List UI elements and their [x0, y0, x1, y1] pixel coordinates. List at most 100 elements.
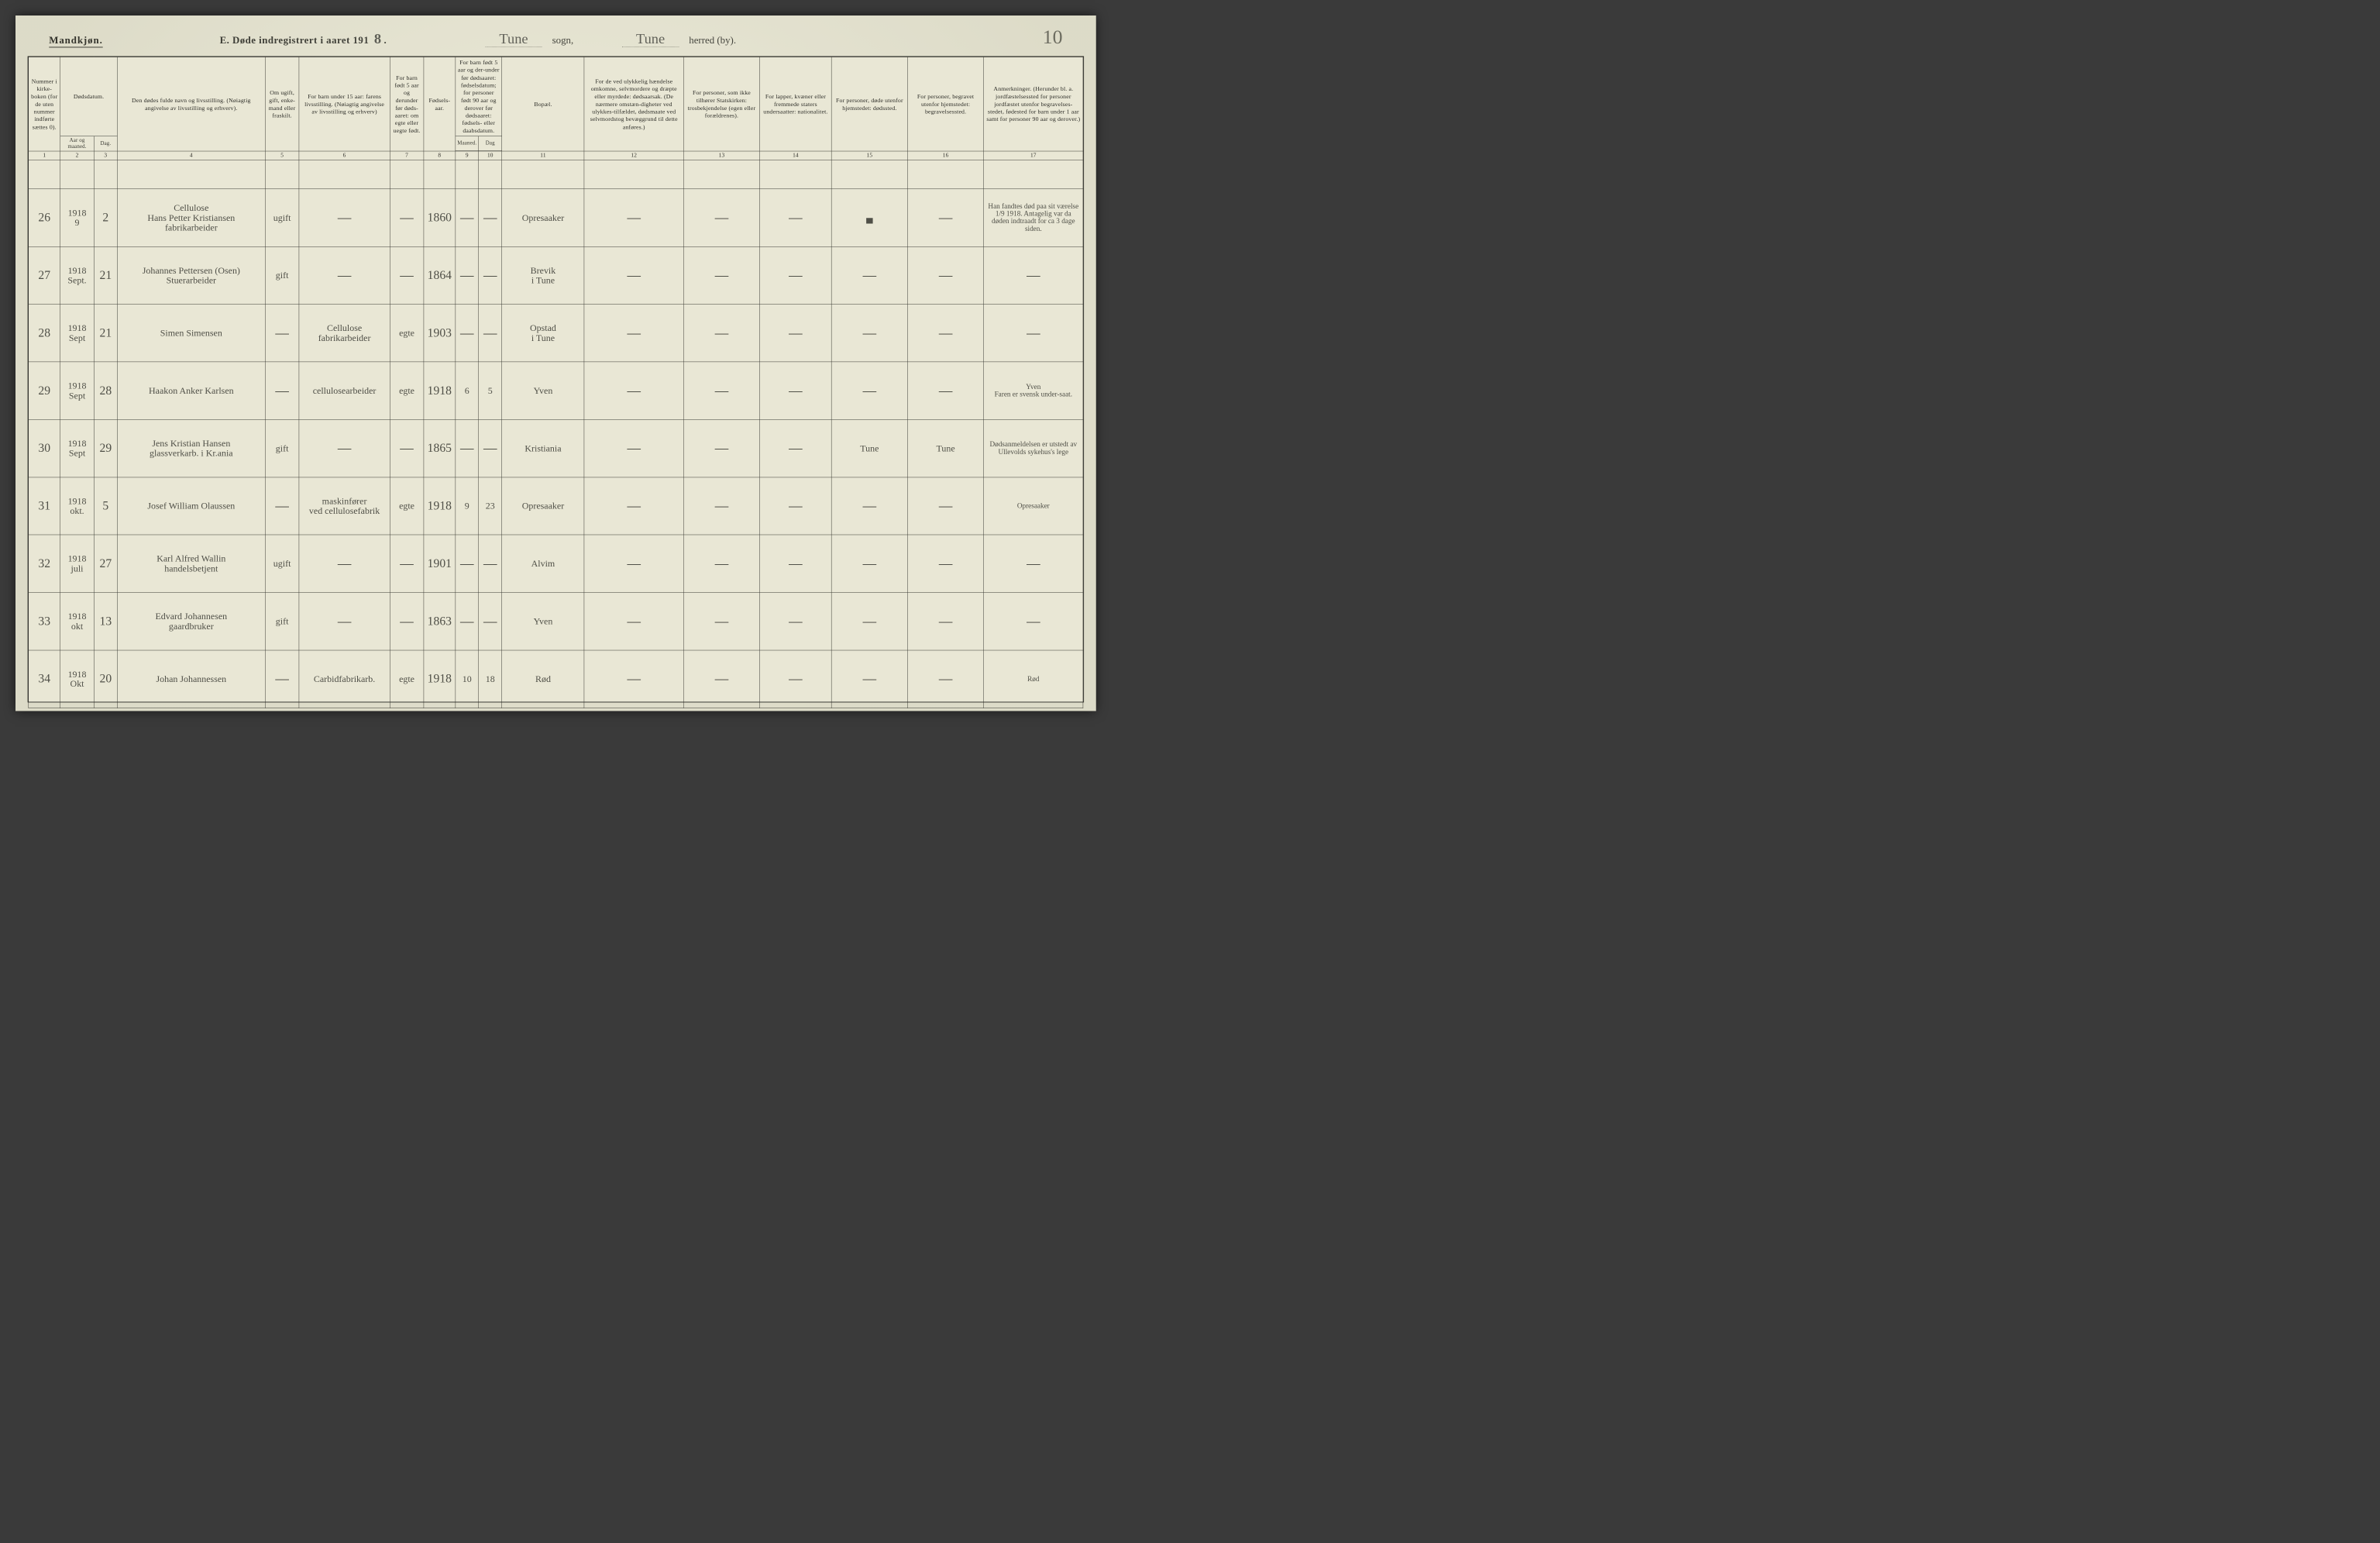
cell-c14: —: [760, 593, 832, 650]
cell-value: —: [1027, 268, 1040, 283]
cell-c9: —: [456, 593, 479, 650]
colnum-16: 16: [907, 151, 983, 160]
colnum-2: 2: [60, 151, 95, 160]
cell-year: 1860: [424, 189, 456, 246]
cell-value: egte: [399, 385, 414, 395]
cell-c13: —: [683, 650, 759, 708]
cell-value: —: [789, 268, 802, 283]
table-header: Nummer i kirke-boken (for de uten nummer…: [29, 57, 1083, 160]
cell-year: 1918: [424, 650, 456, 708]
colnum-14: 14: [760, 151, 832, 160]
gender-heading: Mandkjøn.: [49, 35, 102, 48]
cell-value: —: [715, 268, 728, 283]
cell-note: Rød: [984, 650, 1083, 708]
cell-note: —: [984, 246, 1083, 304]
cell-value: —: [483, 556, 497, 571]
cell-res: Opresaaker: [502, 477, 584, 535]
cell-value: 9: [465, 501, 469, 511]
cell-value: 1901: [428, 557, 452, 570]
cell-ym: 1918 Sept.: [60, 246, 95, 304]
table-row: 331918 okt13Edvard Johannesen gaardbruke…: [29, 593, 1083, 650]
cell-value: —: [628, 441, 641, 456]
cell-value: 31: [38, 499, 50, 512]
cell-note: Dødsanmeldelsen er utstedt av Ullevolds …: [984, 419, 1083, 477]
cell-value: Johan Johannessen: [156, 673, 226, 684]
cell-value: 1918 okt.: [68, 496, 87, 516]
cell-ym: 1918 Okt: [60, 650, 95, 708]
cell-value: Yven Faren er svensk under-saat.: [995, 383, 1072, 398]
cell-name: Josef William Olaussen: [117, 477, 265, 535]
cell-value: —: [275, 498, 288, 513]
cell-c16: —: [907, 189, 983, 246]
cell-c15: —: [831, 362, 907, 419]
colnum-7: 7: [390, 151, 424, 160]
cell-value: —: [628, 210, 641, 225]
cell-c14: —: [760, 419, 832, 477]
cell-value: —: [628, 383, 641, 398]
col-header-12: For de ved ulykkelig hændelse omkomne, s…: [584, 57, 683, 151]
cell-value: Simen Simensen: [160, 328, 222, 338]
cell-c9: —: [456, 419, 479, 477]
cell-value: 1918: [428, 384, 452, 397]
ledger-frame: Nummer i kirke-boken (for de uten nummer…: [28, 56, 1084, 702]
cell-c13: —: [683, 362, 759, 419]
cell-year: 1918: [424, 362, 456, 419]
table-row: 261918 92Cellulose Hans Petter Kristians…: [29, 189, 1083, 246]
col-header-6: For barn under 15 aar: farens livsstilli…: [299, 57, 390, 151]
cell-c13: —: [683, 535, 759, 592]
cell-value: —: [483, 210, 497, 225]
cell-value: ugift: [273, 212, 291, 222]
cell-name: Simen Simensen: [117, 305, 265, 362]
cell-value: —: [863, 268, 876, 283]
cell-value: —: [715, 325, 728, 340]
cell-note: —: [984, 305, 1083, 362]
cell-value: —: [460, 614, 473, 629]
cell-value: Cellulose fabrikarbeider: [318, 323, 371, 343]
cell-value: 1918 9: [68, 208, 87, 228]
cell-value: gift: [276, 616, 289, 626]
cell-res: Rød: [502, 650, 584, 708]
cell-value: Rød: [535, 673, 551, 684]
cell-ym: 1918 okt.: [60, 477, 95, 535]
cell-c10: —: [479, 593, 502, 650]
cell-value: egte: [399, 673, 414, 684]
cell-value: ▄: [866, 212, 872, 222]
cell-value: 27: [38, 269, 50, 282]
cell-value: —: [789, 556, 802, 571]
cell-value: —: [483, 441, 497, 456]
cell-c12: —: [584, 305, 683, 362]
cell-c16: —: [907, 305, 983, 362]
cell-value: —: [628, 498, 641, 513]
cell-n: 32: [29, 535, 60, 592]
table-body: 261918 92Cellulose Hans Petter Kristians…: [29, 160, 1083, 708]
table-row: 291918 Sept28Haakon Anker Karlsen—cellul…: [29, 362, 1083, 419]
cell-c15: —: [831, 305, 907, 362]
cell-value: ugift: [273, 559, 291, 569]
cell-c16: —: [907, 650, 983, 708]
cell-value: 28: [38, 326, 50, 339]
col-header-9g: For barn født 5 aar og der-under før død…: [456, 57, 502, 136]
cell-value: —: [863, 498, 876, 513]
cell-c14: —: [760, 535, 832, 592]
cell-c16: —: [907, 362, 983, 419]
cell-value: 26: [38, 211, 50, 224]
cell-c15: —: [831, 477, 907, 535]
cell-c16: Tune: [907, 419, 983, 477]
cell-c9: 9: [456, 477, 479, 535]
sogn-label: sogn,: [552, 35, 574, 46]
cell-c12: —: [584, 535, 683, 592]
cell-value: —: [789, 325, 802, 340]
cell-n: 30: [29, 419, 60, 477]
cell-value: 1918: [428, 499, 452, 512]
cell-c9: —: [456, 189, 479, 246]
cell-c16: —: [907, 593, 983, 650]
col-header-16: For personer, begravet utenfor hjemstede…: [907, 57, 983, 151]
cell-value: —: [789, 614, 802, 629]
cell-c7: egte: [390, 650, 424, 708]
cell-value: —: [863, 614, 876, 629]
cell-c16: —: [907, 477, 983, 535]
cell-value: 1918 Okt: [68, 669, 87, 689]
cell-value: 1860: [428, 211, 452, 224]
cell-note: —: [984, 535, 1083, 592]
cell-value: 33: [38, 615, 50, 628]
